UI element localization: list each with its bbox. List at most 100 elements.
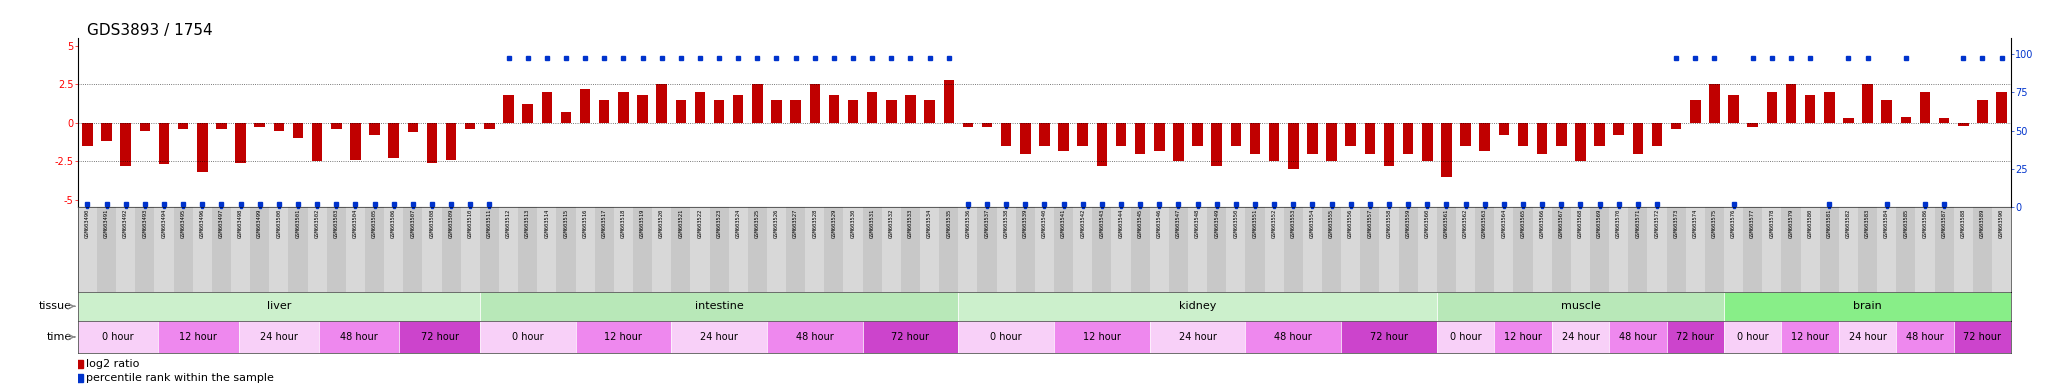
Bar bbox=[422, 207, 442, 292]
Text: GSM603509: GSM603509 bbox=[449, 209, 453, 238]
Text: 72 hour: 72 hour bbox=[1677, 332, 1714, 342]
Bar bbox=[307, 207, 328, 292]
Text: intestine: intestine bbox=[694, 301, 743, 311]
Text: GSM603502: GSM603502 bbox=[315, 209, 319, 238]
Bar bbox=[1571, 207, 1589, 292]
Bar bbox=[500, 207, 518, 292]
Bar bbox=[729, 207, 748, 292]
Text: 24 hour: 24 hour bbox=[1561, 332, 1599, 342]
Text: GSM603550: GSM603550 bbox=[1233, 209, 1239, 238]
Bar bbox=[614, 207, 633, 292]
Bar bbox=[672, 321, 766, 353]
Text: liver: liver bbox=[266, 301, 291, 311]
Text: GSM603549: GSM603549 bbox=[1214, 209, 1219, 238]
Bar bbox=[940, 207, 958, 292]
Bar bbox=[369, 123, 379, 135]
Bar bbox=[522, 104, 532, 123]
Text: GSM603520: GSM603520 bbox=[659, 209, 664, 238]
Text: GSM603504: GSM603504 bbox=[352, 209, 358, 238]
Bar bbox=[1610, 321, 1667, 353]
Text: GSM603536: GSM603536 bbox=[965, 209, 971, 238]
Bar bbox=[117, 207, 135, 292]
Bar bbox=[289, 207, 307, 292]
Bar bbox=[1077, 123, 1087, 146]
Text: GSM603534: GSM603534 bbox=[928, 209, 932, 238]
Text: GSM603535: GSM603535 bbox=[946, 209, 950, 238]
Text: GSM603565: GSM603565 bbox=[1520, 209, 1526, 238]
Text: 12 hour: 12 hour bbox=[1083, 332, 1120, 342]
Bar bbox=[1915, 207, 1935, 292]
Bar bbox=[1421, 123, 1434, 161]
Bar bbox=[1589, 207, 1610, 292]
Text: GSM603548: GSM603548 bbox=[1196, 209, 1200, 238]
Text: GSM603564: GSM603564 bbox=[1501, 209, 1507, 238]
Bar bbox=[676, 100, 686, 123]
Bar bbox=[1704, 207, 1724, 292]
Bar bbox=[1724, 321, 1782, 353]
Text: GSM603518: GSM603518 bbox=[621, 209, 627, 238]
Text: GSM603561: GSM603561 bbox=[1444, 209, 1448, 238]
Bar bbox=[1096, 123, 1108, 166]
Text: GSM603505: GSM603505 bbox=[373, 209, 377, 238]
Bar bbox=[1307, 123, 1317, 154]
Bar bbox=[1878, 207, 1896, 292]
Text: GSM603541: GSM603541 bbox=[1061, 209, 1067, 238]
Text: GSM603533: GSM603533 bbox=[907, 209, 913, 238]
Bar bbox=[1055, 321, 1149, 353]
Bar bbox=[231, 207, 250, 292]
Bar bbox=[446, 123, 457, 160]
Bar bbox=[1384, 123, 1395, 166]
Bar bbox=[426, 123, 436, 163]
Bar bbox=[805, 207, 825, 292]
Text: GSM603584: GSM603584 bbox=[1884, 209, 1888, 238]
Text: GSM603503: GSM603503 bbox=[334, 209, 338, 238]
Bar bbox=[1610, 207, 1628, 292]
Bar bbox=[1270, 123, 1280, 161]
Bar bbox=[518, 207, 537, 292]
Text: GSM603575: GSM603575 bbox=[1712, 209, 1716, 238]
Bar bbox=[1628, 207, 1647, 292]
Text: GSM603587: GSM603587 bbox=[1942, 209, 1948, 238]
Bar bbox=[1495, 321, 1552, 353]
Text: 48 hour: 48 hour bbox=[1274, 332, 1313, 342]
Bar bbox=[1743, 207, 1761, 292]
Text: GSM603553: GSM603553 bbox=[1290, 209, 1296, 238]
Bar bbox=[1479, 123, 1491, 151]
Bar bbox=[135, 207, 154, 292]
Bar bbox=[1135, 123, 1145, 154]
Bar bbox=[365, 207, 385, 292]
Bar bbox=[178, 123, 188, 129]
Bar bbox=[1690, 100, 1700, 123]
Text: 0 hour: 0 hour bbox=[102, 332, 133, 342]
Bar bbox=[1192, 123, 1202, 146]
Bar bbox=[1667, 207, 1686, 292]
Text: GSM603579: GSM603579 bbox=[1788, 209, 1794, 238]
Bar bbox=[1729, 95, 1739, 123]
Bar bbox=[1169, 207, 1188, 292]
Bar bbox=[1231, 123, 1241, 146]
Bar bbox=[389, 123, 399, 158]
Text: GSM603524: GSM603524 bbox=[735, 209, 741, 238]
Bar bbox=[1614, 123, 1624, 135]
Bar bbox=[1399, 207, 1417, 292]
Bar bbox=[1206, 207, 1227, 292]
Bar bbox=[1839, 207, 1858, 292]
Bar bbox=[1767, 92, 1778, 123]
Text: GSM603585: GSM603585 bbox=[1903, 209, 1909, 238]
Text: GSM603540: GSM603540 bbox=[1042, 209, 1047, 238]
Bar bbox=[977, 207, 997, 292]
Bar bbox=[1552, 321, 1610, 353]
Bar bbox=[1438, 292, 1724, 321]
Bar bbox=[78, 292, 479, 321]
Bar bbox=[1346, 123, 1356, 146]
Text: muscle: muscle bbox=[1561, 301, 1599, 311]
Text: GSM603554: GSM603554 bbox=[1311, 209, 1315, 238]
Text: 12 hour: 12 hour bbox=[180, 332, 217, 342]
Bar bbox=[1442, 123, 1452, 177]
Bar bbox=[791, 100, 801, 123]
Bar bbox=[1653, 123, 1663, 146]
Bar bbox=[1862, 84, 1872, 123]
Bar bbox=[139, 123, 150, 131]
Text: GSM603513: GSM603513 bbox=[524, 209, 530, 238]
Text: GSM603566: GSM603566 bbox=[1540, 209, 1544, 238]
